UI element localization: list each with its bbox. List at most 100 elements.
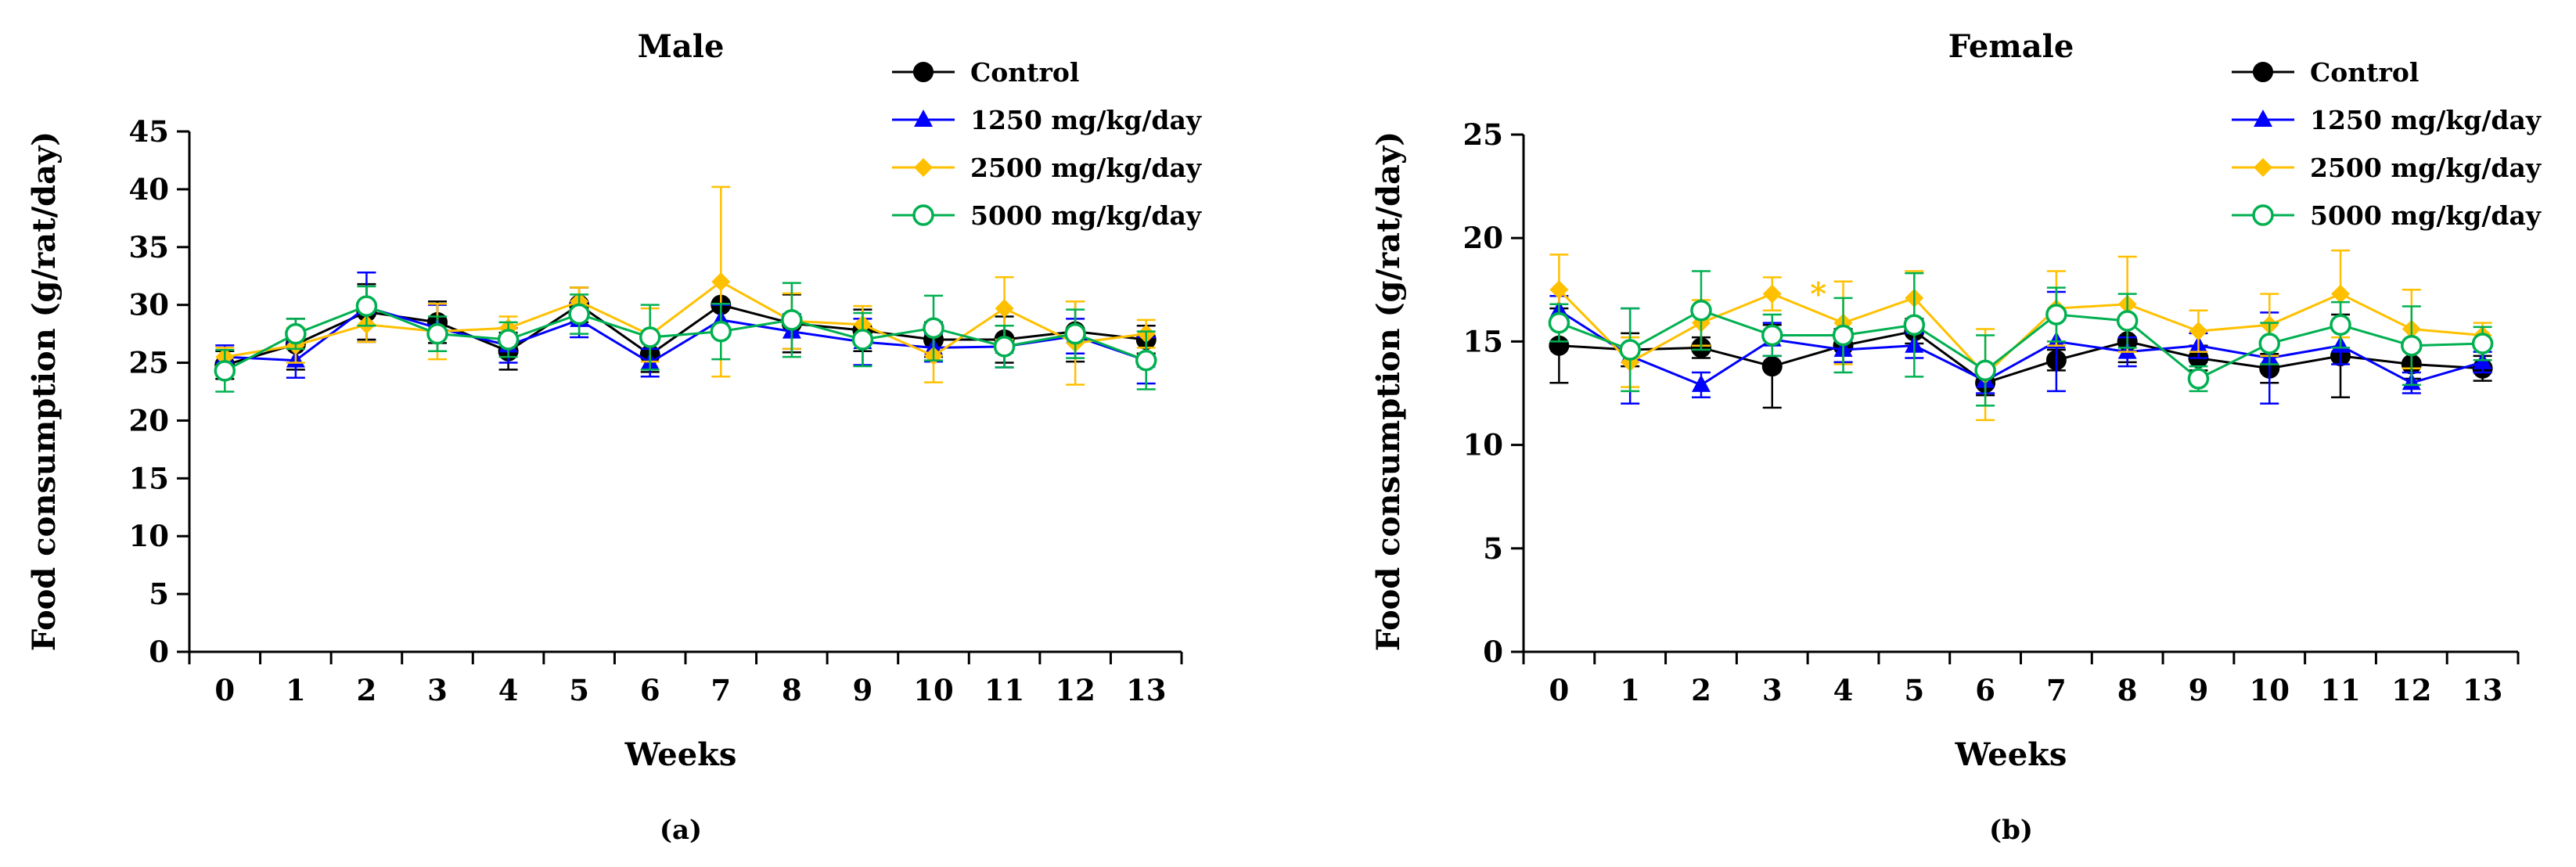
- x-tick-label: 13: [1126, 673, 1167, 707]
- x-tick-label: 11: [2320, 673, 2361, 707]
- data-point: [1549, 280, 1569, 300]
- chart-title: Female: [1948, 28, 2074, 65]
- x-tick-label: 12: [1055, 673, 1096, 707]
- y-tick-label: 0: [149, 635, 169, 669]
- x-tick-label: 7: [2046, 673, 2067, 707]
- legend-marker: [2253, 62, 2273, 82]
- legend-label: 2500 mg/kg/day: [2310, 153, 2542, 183]
- data-point: [781, 309, 803, 331]
- x-tick-label: 9: [853, 673, 873, 707]
- panel-label-a: (a): [660, 815, 702, 846]
- data-point: [710, 320, 732, 343]
- series-5000-mg-kg-day: [1548, 270, 2494, 407]
- x-tick-label: 1: [1620, 673, 1640, 707]
- data-point: [2331, 284, 2351, 304]
- data-point: [2045, 304, 2067, 326]
- y-tick-label: 25: [1463, 117, 1504, 152]
- x-tick-label: 4: [1833, 673, 1854, 707]
- data-point: [1761, 324, 1783, 347]
- x-tick-label: 10: [2250, 673, 2290, 707]
- series-line: [1558, 309, 2483, 380]
- x-axis-label: Weeks: [624, 736, 737, 773]
- legend-marker: [2254, 158, 2272, 177]
- data-point: [1761, 356, 1783, 377]
- x-tick-label: 5: [1904, 673, 1924, 707]
- panel-label-b: (b): [1989, 815, 2033, 846]
- y-tick-label: 5: [149, 577, 169, 611]
- data-point: [851, 329, 874, 351]
- series-line: [1559, 329, 2483, 384]
- y-tick-label: 15: [129, 461, 170, 495]
- x-tick-label: 1: [286, 673, 306, 707]
- legend-label: 1250 mg/kg/day: [970, 105, 1202, 135]
- data-point: [1064, 322, 1086, 345]
- y-tick-label: 30: [129, 288, 170, 322]
- x-tick-label: 8: [782, 673, 802, 707]
- data-point: [2189, 322, 2208, 341]
- y-tick-label: 15: [1463, 324, 1504, 358]
- data-point: [1548, 311, 1570, 334]
- legend-marker: [2254, 110, 2272, 127]
- data-point: [1135, 349, 1157, 372]
- x-tick-label: 7: [711, 673, 731, 707]
- data-point: [2330, 314, 2351, 336]
- y-tick-label: 45: [129, 114, 170, 149]
- legend-label: 5000 mg/kg/day: [970, 200, 1202, 231]
- data-point: [1619, 339, 1641, 361]
- series-line: [224, 304, 1147, 372]
- x-tick-label: 13: [2463, 673, 2503, 707]
- y-tick-label: 0: [1483, 635, 1503, 669]
- data-point: [1690, 299, 1712, 322]
- legend: Control 1250 mg/kg/day 2500 mg/kg/day 5000 …: [2232, 57, 2542, 231]
- y-tick-label: 5: [1483, 531, 1503, 566]
- data-point: [355, 295, 378, 317]
- y-tick-label: 20: [129, 403, 170, 437]
- series-2500-mg-kg-day: [1549, 249, 2492, 422]
- series-line: [225, 280, 1146, 358]
- x-tick-label: 10: [913, 673, 954, 707]
- legend-label: 5000 mg/kg/day: [2310, 200, 2542, 231]
- data-point: [2258, 333, 2280, 354]
- data-point: [426, 322, 448, 345]
- legend-label: Control: [2310, 57, 2419, 88]
- series-control: [214, 282, 1157, 380]
- data-point: [923, 317, 944, 339]
- series-line: [1558, 309, 2484, 387]
- data-point: [1974, 359, 1996, 382]
- x-tick-label: 12: [2391, 673, 2432, 707]
- data-point: [995, 299, 1014, 318]
- x-tick-label: 3: [1762, 673, 1783, 707]
- legend: Control 1250 mg/kg/day 2500 mg/kg/day 5000 …: [892, 57, 1202, 231]
- chart-title: Male: [638, 28, 725, 65]
- data-point: [639, 326, 661, 348]
- data-point: [711, 272, 731, 292]
- data-point: [2401, 334, 2423, 357]
- x-tick-label: 11: [984, 673, 1025, 707]
- x-tick-label: 2: [357, 673, 377, 707]
- legend-label: 1250 mg/kg/day: [2310, 105, 2542, 135]
- data-point: [2471, 333, 2494, 354]
- legend-marker: [912, 204, 934, 226]
- x-tick-label: 6: [640, 673, 660, 707]
- y-axis-label: Food consumption (g/rat/day): [1370, 131, 1407, 651]
- data-point: [1762, 284, 1782, 304]
- x-tick-label: 0: [1549, 673, 1570, 707]
- data-point: [1832, 324, 1855, 347]
- y-tick-label: 20: [1463, 221, 1504, 255]
- x-tick-label: 8: [2117, 673, 2138, 707]
- x-tick-label: 5: [569, 673, 589, 707]
- data-point: [1691, 374, 1711, 392]
- x-tick-label: 0: [214, 673, 235, 707]
- x-tick-label: 9: [2189, 673, 2209, 707]
- y-tick-label: 40: [129, 172, 170, 207]
- data-point: [2187, 368, 2210, 390]
- data-point: [2116, 310, 2139, 332]
- y-axis-label: Food consumption (g/rat/day): [26, 131, 63, 651]
- legend-label: Control: [970, 57, 1079, 88]
- legend-marker: [914, 158, 933, 177]
- data-point: [285, 322, 307, 345]
- y-tick-label: 10: [129, 519, 170, 553]
- y-tick-label: 10: [1463, 428, 1504, 462]
